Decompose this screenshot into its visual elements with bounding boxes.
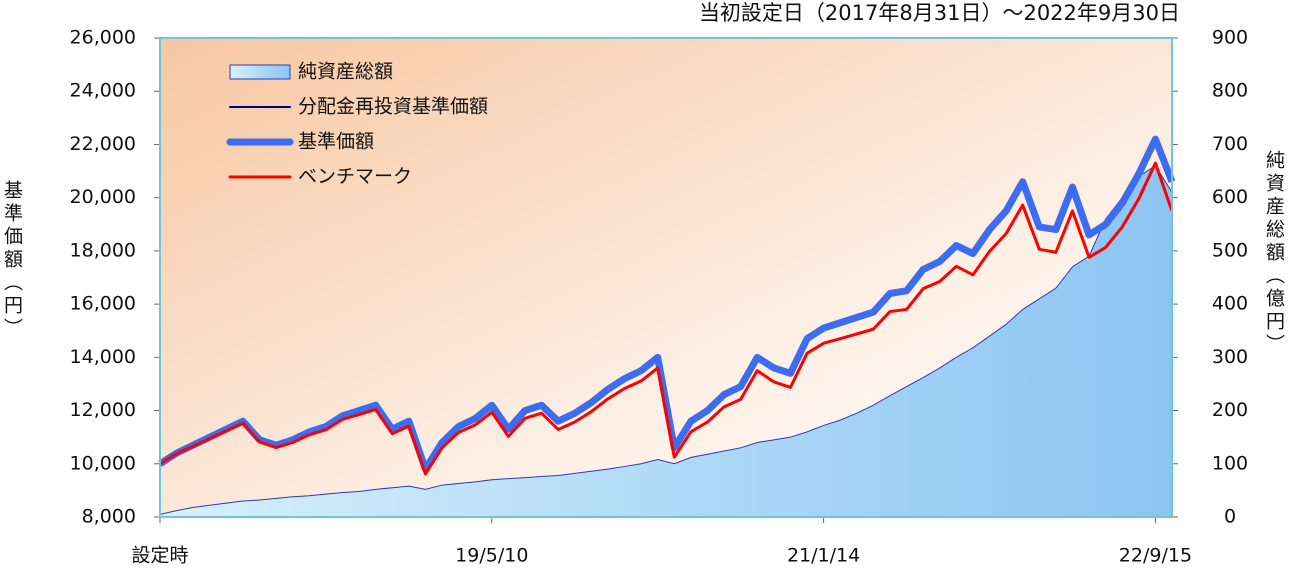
y-tick-label: 18,000 (70, 239, 136, 261)
plot-border (159, 37, 1173, 518)
y2-tick-label: 200 (1212, 399, 1248, 421)
y-tick-label: 22,000 (70, 133, 136, 155)
y2-tick-label: 800 (1212, 80, 1248, 102)
x-tick-label: 設定時 (131, 545, 188, 567)
y2-tick-label: 0 (1224, 506, 1236, 528)
legend-label: 分配金再投資基準価額 (298, 96, 488, 118)
y2-tick-label: 700 (1212, 133, 1248, 155)
series-line (159, 161, 1174, 476)
series-line (158, 135, 1176, 473)
x-tick-label: 19/5/10 (455, 545, 528, 567)
legend-label: 純資産総額 (298, 61, 393, 83)
x-tick-label: 22/9/15 (1119, 545, 1192, 567)
y2-tick-label: 500 (1212, 239, 1248, 261)
x-tick-label: 21/1/14 (787, 545, 860, 567)
y2-tick-label: 100 (1212, 452, 1248, 474)
y2-axis-label: 純資産総額（億円） (1263, 150, 1285, 357)
net-assets-area (159, 165, 1173, 518)
y2-tick-label: 900 (1212, 27, 1248, 49)
y-tick-label: 8,000 (82, 506, 136, 528)
y2-tick-label: 600 (1212, 186, 1248, 208)
y-tick-label: 12,000 (70, 399, 136, 421)
legend-label: 基準価額 (298, 131, 374, 153)
y2-tick-label: 400 (1212, 293, 1248, 315)
y-axis-label: 基準価額（円） (1, 180, 23, 341)
y-tick-label: 20,000 (70, 186, 136, 208)
legend-swatch (229, 64, 291, 80)
y-tick-label: 26,000 (70, 27, 136, 49)
y-tick-label: 24,000 (70, 80, 136, 102)
chart-title: 当初設定日（2017年8月31日）〜2022年9月30日 (699, 1, 1180, 25)
y-tick-label: 10,000 (70, 452, 136, 474)
y-tick-label: 16,000 (70, 293, 136, 315)
legend-label: ベンチマーク (298, 166, 412, 188)
y-tick-label: 14,000 (70, 346, 136, 368)
y2-tick-label: 300 (1212, 346, 1248, 368)
